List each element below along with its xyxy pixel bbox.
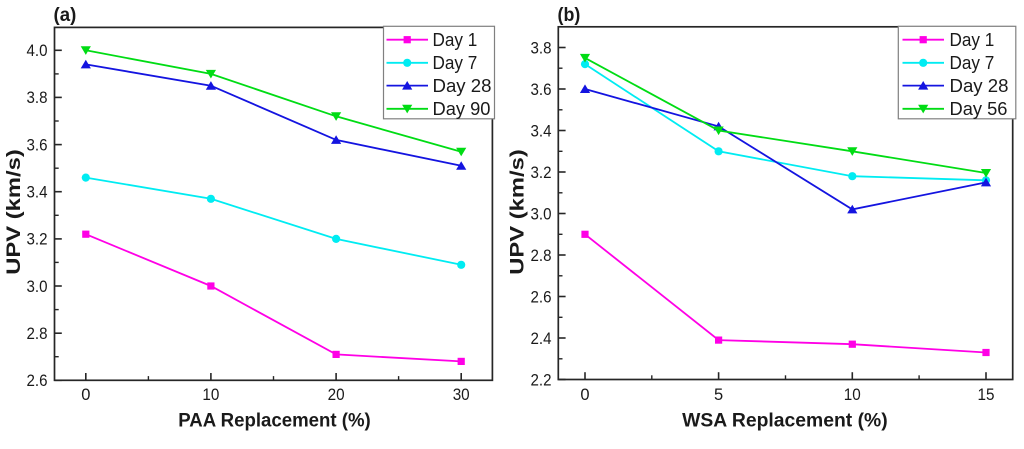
svg-text:0: 0	[81, 386, 90, 404]
svg-text:15: 15	[978, 386, 995, 404]
svg-text:3.2: 3.2	[27, 231, 48, 249]
svg-text:WSA Replacement (%): WSA Replacement (%)	[682, 410, 888, 432]
svg-text:Day 56: Day 56	[950, 98, 1008, 119]
svg-text:10: 10	[202, 386, 219, 404]
svg-text:2.8: 2.8	[27, 325, 48, 343]
svg-text:2.4: 2.4	[531, 330, 552, 348]
svg-text:2.2: 2.2	[531, 371, 552, 389]
svg-text:(b): (b)	[558, 5, 581, 26]
svg-text:UPV (km/s): UPV (km/s)	[3, 149, 25, 275]
svg-text:Day 1: Day 1	[950, 29, 995, 50]
svg-text:3.8: 3.8	[27, 89, 48, 107]
svg-text:10: 10	[844, 386, 861, 404]
svg-text:2.6: 2.6	[27, 372, 48, 390]
svg-text:UPV (km/s): UPV (km/s)	[507, 149, 529, 275]
svg-text:Day 7: Day 7	[433, 52, 478, 73]
svg-text:3.6: 3.6	[27, 136, 48, 154]
svg-text:3.6: 3.6	[531, 81, 552, 99]
svg-text:4.0: 4.0	[27, 42, 48, 60]
svg-text:3.4: 3.4	[531, 122, 552, 140]
svg-text:(a): (a)	[54, 5, 77, 26]
svg-text:2.6: 2.6	[531, 288, 552, 306]
svg-text:5: 5	[714, 386, 723, 404]
svg-text:3.2: 3.2	[531, 164, 552, 182]
svg-text:Day 28: Day 28	[433, 75, 492, 96]
svg-text:20: 20	[328, 386, 345, 404]
svg-text:3.0: 3.0	[531, 205, 552, 223]
svg-text:2.8: 2.8	[531, 247, 552, 265]
svg-text:0: 0	[580, 386, 589, 404]
svg-text:3.0: 3.0	[27, 278, 48, 296]
svg-text:Day 28: Day 28	[950, 75, 1009, 96]
svg-text:Day 1: Day 1	[433, 29, 478, 50]
svg-text:3.8: 3.8	[531, 39, 552, 57]
svg-text:Day 7: Day 7	[950, 52, 995, 73]
svg-text:PAA Replacement (%): PAA Replacement (%)	[178, 410, 371, 432]
svg-text:3.4: 3.4	[27, 184, 48, 202]
svg-text:Day 90: Day 90	[433, 98, 491, 119]
svg-text:30: 30	[453, 386, 470, 404]
